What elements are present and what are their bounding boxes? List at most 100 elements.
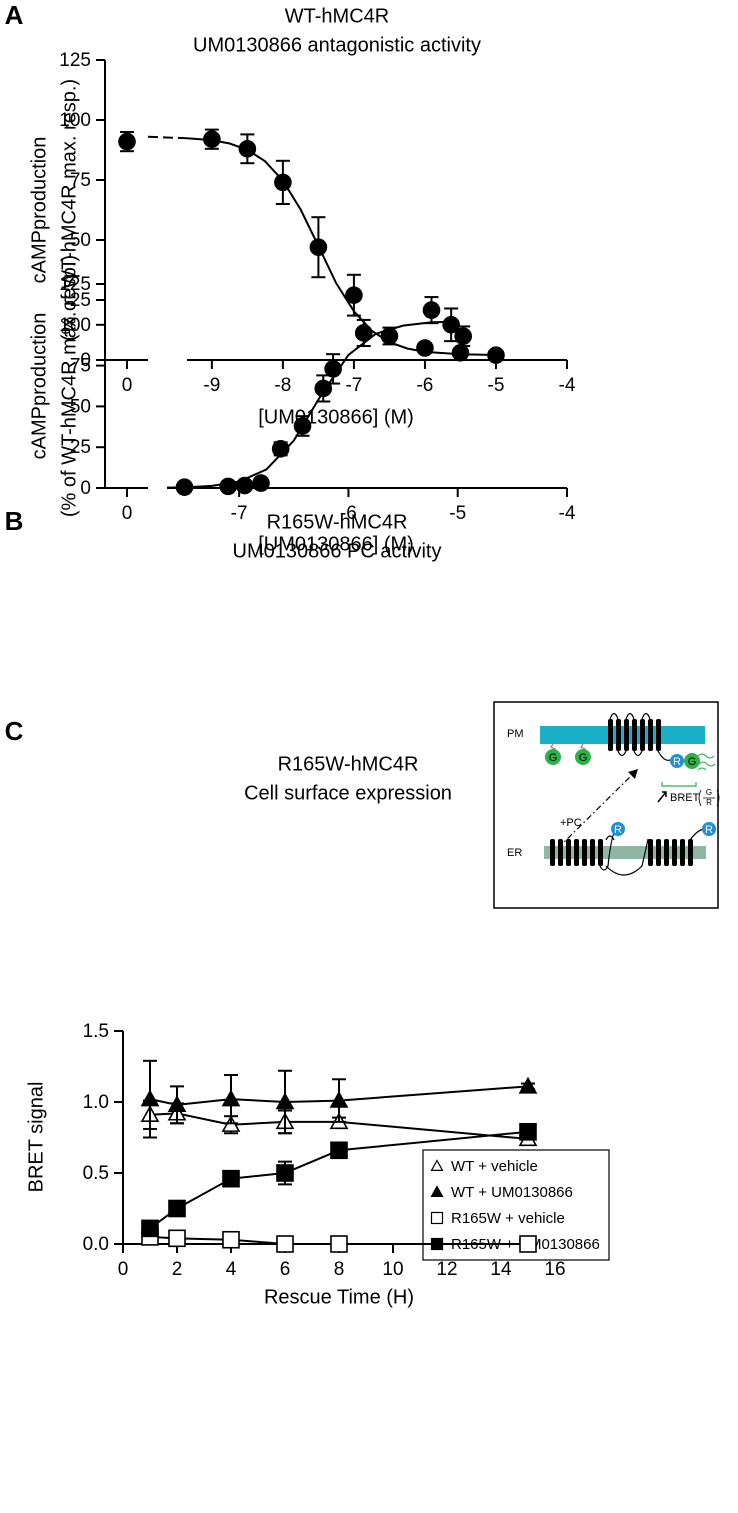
point bbox=[451, 343, 470, 362]
trafficking-arrow bbox=[557, 770, 637, 849]
y-tick-label: 25 bbox=[70, 290, 91, 311]
point bbox=[309, 238, 328, 256]
emission-waves bbox=[697, 753, 716, 771]
point bbox=[487, 346, 505, 365]
y-tick-label: 75 bbox=[70, 356, 91, 377]
y-axis-label: (% of WT-hMC4R max. resp.) bbox=[58, 255, 80, 517]
x-axis-label: [UM0130866] (M) bbox=[258, 533, 414, 555]
point bbox=[222, 1169, 240, 1188]
point bbox=[222, 1230, 240, 1249]
y-tick-label: 0 bbox=[80, 350, 91, 371]
acceptor-circles: R R R bbox=[611, 754, 716, 836]
point bbox=[238, 140, 257, 158]
y-tick-label: 0.0 bbox=[83, 1234, 109, 1255]
chart-title: Cell surface expression bbox=[244, 782, 452, 804]
y-tick-label: 100 bbox=[59, 110, 91, 131]
point bbox=[276, 1164, 294, 1182]
point bbox=[330, 1235, 348, 1253]
fit-curve-break bbox=[147, 135, 188, 140]
point bbox=[275, 1092, 295, 1110]
x-tick-label: -6 bbox=[340, 503, 357, 524]
y-axis-label: BRET signal bbox=[25, 1082, 47, 1193]
x-tick-label: -9 bbox=[203, 375, 220, 396]
chart-title: UM0130866 PC activity bbox=[233, 540, 442, 562]
plasma-membrane bbox=[540, 726, 705, 744]
x-tick-label: 6 bbox=[280, 1259, 291, 1280]
y-axis-label: cAMPproduction bbox=[28, 313, 50, 460]
donor-circles: G G G bbox=[545, 749, 700, 769]
point bbox=[252, 474, 270, 492]
point bbox=[519, 1123, 537, 1141]
arrow-head bbox=[628, 769, 638, 779]
x-tick-label: 14 bbox=[490, 1259, 512, 1280]
point bbox=[345, 286, 363, 305]
x-tick-label: -4 bbox=[559, 503, 576, 524]
donor-label: G bbox=[549, 752, 558, 764]
point bbox=[293, 417, 312, 435]
y-tick-label: 125 bbox=[59, 274, 91, 295]
point bbox=[519, 1235, 537, 1253]
y-tick-label: 100 bbox=[59, 315, 91, 336]
x-tick-label: -5 bbox=[449, 503, 466, 524]
panel-label: B bbox=[5, 506, 24, 536]
fit-curve bbox=[166, 320, 458, 489]
chart-title: R165W-hMC4R bbox=[267, 511, 408, 533]
point bbox=[167, 1095, 187, 1113]
y-tick-label: 50 bbox=[70, 396, 91, 417]
acceptor-label: R bbox=[673, 756, 681, 768]
donor-label: G bbox=[688, 756, 697, 768]
point bbox=[203, 130, 221, 148]
bret-numerator: G bbox=[706, 788, 712, 797]
x-tick-label: 0 bbox=[118, 1259, 129, 1280]
x-axis-label: [UM0130866] (M) bbox=[258, 406, 414, 428]
x-tick-label: 10 bbox=[382, 1259, 403, 1280]
panel-label: A bbox=[5, 0, 24, 30]
x-tick-label: 4 bbox=[226, 1259, 237, 1280]
point bbox=[141, 1219, 159, 1238]
receptor-helices bbox=[550, 719, 693, 866]
y-tick-label: 1.5 bbox=[83, 1021, 109, 1042]
x-tick-label: 0 bbox=[122, 503, 133, 524]
point bbox=[271, 440, 290, 458]
y-tick-label: 1.0 bbox=[83, 1092, 109, 1113]
point bbox=[276, 1235, 294, 1253]
point bbox=[118, 132, 136, 151]
point bbox=[329, 1090, 349, 1108]
point bbox=[168, 1199, 186, 1218]
point bbox=[330, 1141, 348, 1160]
x-tick-label: -7 bbox=[231, 503, 248, 524]
point bbox=[221, 1089, 241, 1107]
treatment-label: +PC bbox=[560, 817, 582, 829]
x-tick-label: -8 bbox=[274, 375, 291, 396]
point bbox=[175, 478, 194, 496]
x-tick-label: 8 bbox=[334, 1259, 345, 1280]
x-tick-label: -5 bbox=[488, 375, 505, 396]
x-tick-label: 2 bbox=[172, 1259, 183, 1280]
y-tick-label: 0 bbox=[80, 478, 91, 499]
x-tick-label: -6 bbox=[416, 375, 433, 396]
y-tick-label: 75 bbox=[70, 170, 91, 191]
acceptor-label: R bbox=[614, 824, 622, 836]
receptor-loops bbox=[599, 712, 712, 876]
point bbox=[354, 324, 373, 342]
point bbox=[140, 1089, 160, 1107]
chart-title: WT-hMC4R bbox=[285, 5, 389, 27]
point bbox=[235, 476, 254, 495]
bret-denominator: R bbox=[706, 798, 712, 807]
legend-label: WT + UM0130866 bbox=[451, 1184, 573, 1201]
pm-label: PM bbox=[507, 728, 524, 740]
donor-label: G bbox=[579, 752, 588, 764]
point bbox=[274, 173, 292, 192]
point bbox=[324, 360, 342, 378]
x-tick-label: 12 bbox=[436, 1259, 457, 1280]
er-label: ER bbox=[507, 847, 522, 859]
point bbox=[454, 327, 472, 346]
bret-fraction bbox=[698, 789, 720, 807]
inset-diagram: G G G R R R BRET G R PM ER +PC bbox=[493, 701, 720, 909]
point bbox=[416, 339, 434, 357]
fit-curve bbox=[186, 137, 496, 356]
legend-marker bbox=[430, 1211, 444, 1225]
legend-marker bbox=[430, 1159, 444, 1171]
bret-arrow bbox=[657, 791, 667, 803]
